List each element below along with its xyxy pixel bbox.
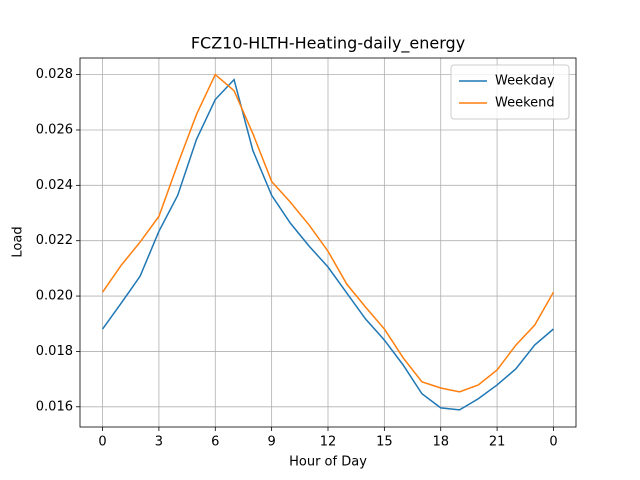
y-tick-label: 0.028: [36, 67, 73, 82]
x-tick-label: 3: [155, 435, 163, 450]
x-tick-label: 18: [432, 435, 449, 450]
x-axis-label: Hour of Day: [289, 455, 367, 470]
x-tick-label: 6: [211, 435, 219, 450]
y-tick-label: 0.024: [36, 178, 73, 193]
y-axis-label: Load: [11, 226, 26, 257]
x-tick-label: 0: [98, 435, 106, 450]
y-tick-label: 0.022: [36, 233, 73, 248]
y-tick-label: 0.020: [36, 289, 73, 304]
legend-label: Weekend: [495, 96, 555, 111]
y-tick-label: 0.016: [36, 399, 73, 414]
legend: Weekday Weekend: [450, 64, 570, 120]
axes-frame: [79, 57, 577, 428]
y-tick-label: 0.026: [36, 122, 73, 137]
legend-box: [450, 64, 570, 120]
line-series: [101, 73, 555, 393]
x-tick-label: 9: [267, 435, 275, 450]
x-tick-label: 0: [549, 435, 557, 450]
x-tick-label: 12: [320, 435, 337, 450]
chart-title: FCZ10-HLTH-Heating-daily_energy: [191, 34, 465, 54]
y-tick-label: 0.018: [36, 344, 73, 359]
legend-label: Weekday: [495, 74, 555, 89]
line-series: [101, 78, 554, 411]
x-tick-label: 21: [489, 435, 506, 450]
x-tick-label: 15: [376, 435, 393, 450]
